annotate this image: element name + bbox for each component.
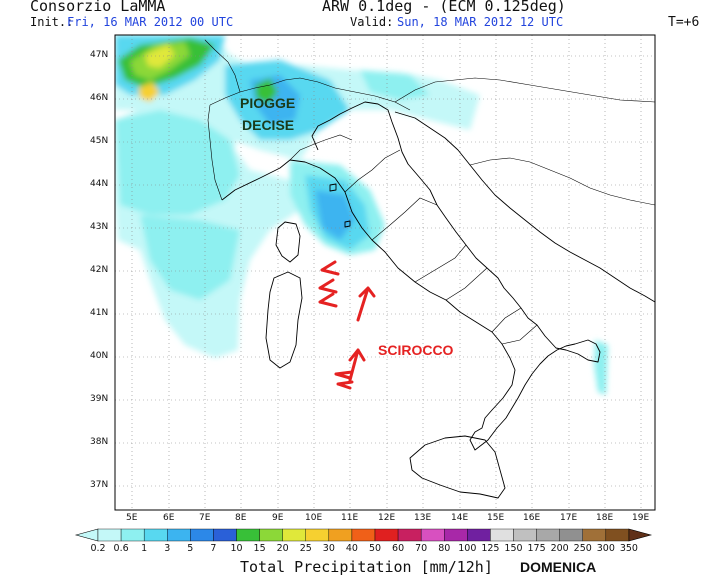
lon-label: 10E [305,513,323,523]
colorbar-swatch [605,528,630,542]
colorbar-swatch [351,528,376,542]
day-label: DOMENICA [520,559,597,575]
lat-label: 41N [90,308,109,318]
colorbar-level-label: 1 [141,543,148,554]
colorbar-swatch [420,528,445,542]
lon-label: 8E [235,513,247,523]
colorbar-level-label: 175 [527,543,546,554]
precip-field [115,35,608,395]
colorbar-swatch [490,528,514,542]
lat-label: 37N [90,480,109,490]
colorbar-level-label: 10 [230,543,243,554]
rain-annotation-line2: DECISE [242,117,295,133]
lead-time: T=+6 [668,15,700,30]
sirocco-annotation: SCIROCCO [378,342,454,358]
colorbar-level-label: 25 [299,543,312,554]
colorbar-level-label: 70 [415,543,428,554]
colorbar-title: Total Precipitation [mm/12h] [240,558,493,576]
lat-label: 44N [90,179,109,189]
valid-label: Valid: [350,15,394,29]
colorbar-swatch [513,528,537,542]
colorbar-swatch [167,528,191,542]
colorbar-swatch [305,528,330,542]
colorbar-swatch [143,528,168,542]
lat-label: 39N [90,394,109,404]
colorbar-swatch [190,528,214,542]
colorbar-low-end [74,528,99,542]
colorbar-level-label: 250 [573,543,592,554]
colorbar [74,528,653,542]
colorbar-level-label: 30 [322,543,335,554]
colorbar-swatch [236,528,260,542]
lat-label: 45N [90,136,109,146]
colorbar-swatch [536,528,560,542]
colorbar-swatch [120,528,145,542]
init-label: Init.: [30,15,74,29]
lon-label: 13E [414,513,432,523]
colorbar-level-label: 125 [481,543,500,554]
lat-label: 46N [90,93,109,103]
lon-label: 6E [163,513,175,523]
colorbar-high-end [628,528,653,542]
colorbar-level-label: 7 [210,543,217,554]
valid-value: Sun, 18 MAR 2012 12 UTC [397,15,564,29]
colorbar-swatch [213,528,237,542]
lat-label: 43N [90,222,109,232]
colorbar-level-label: 20 [276,543,289,554]
lon-label: 7E [199,513,211,523]
colorbar-level-label: 150 [504,543,523,554]
lat-label: 47N [90,50,109,60]
lon-label: 5E [126,513,138,523]
lon-label: 11E [341,513,359,523]
rain-annotation-line1: PIOGGE [240,95,296,111]
colorbar-swatch [282,528,306,542]
colorbar-swatch [582,528,607,542]
colorbar-level-label: 100 [458,543,477,554]
lon-label: 12E [378,513,396,523]
colorbar-level-label: 350 [619,543,638,554]
lat-label: 38N [90,437,109,447]
coastlines [221,101,655,499]
init-value: Fri, 16 MAR 2012 00 UTC [67,15,234,29]
colorbar-level-label: 60 [392,543,405,554]
lon-label: 18E [596,513,614,523]
lon-label: 19E [632,513,650,523]
colorbar-swatch [559,528,583,542]
colorbar-level-label: 5 [187,543,194,554]
colorbar-level-label: 300 [596,543,615,554]
sirocco-arrows [318,260,376,390]
lon-label: 16E [523,513,541,523]
lon-label: 17E [560,513,578,523]
lat-label: 42N [90,265,109,275]
colorbar-level-label: 80 [438,543,451,554]
colorbar-swatch [467,528,491,542]
colorbar-swatch [397,528,422,542]
colorbar-swatch [259,528,283,542]
map-frame [114,34,656,511]
colorbar-level-label: 0.2 [90,543,106,554]
colorbar-level-label: 40 [345,543,358,554]
model-title: ARW 0.1deg - (ECM 0.125deg) [322,0,566,15]
lon-label: 9E [272,513,284,523]
colorbar-level-label: 0.6 [113,543,129,554]
lon-label: 14E [451,513,469,523]
colorbar-swatch [328,528,353,542]
country-borders [204,39,655,345]
org-title: Consorzio LaMMA [30,0,166,15]
colorbar-swatch [444,528,468,542]
colorbar-level-label: 200 [550,543,569,554]
lon-label: 15E [487,513,505,523]
colorbar-level-label: 3 [164,543,171,554]
colorbar-level-label: 50 [368,543,382,554]
colorbar-level-label: 15 [253,543,266,554]
colorbar-swatch [97,528,122,542]
colorbar-swatch [374,528,399,542]
lat-label: 40N [90,351,109,361]
